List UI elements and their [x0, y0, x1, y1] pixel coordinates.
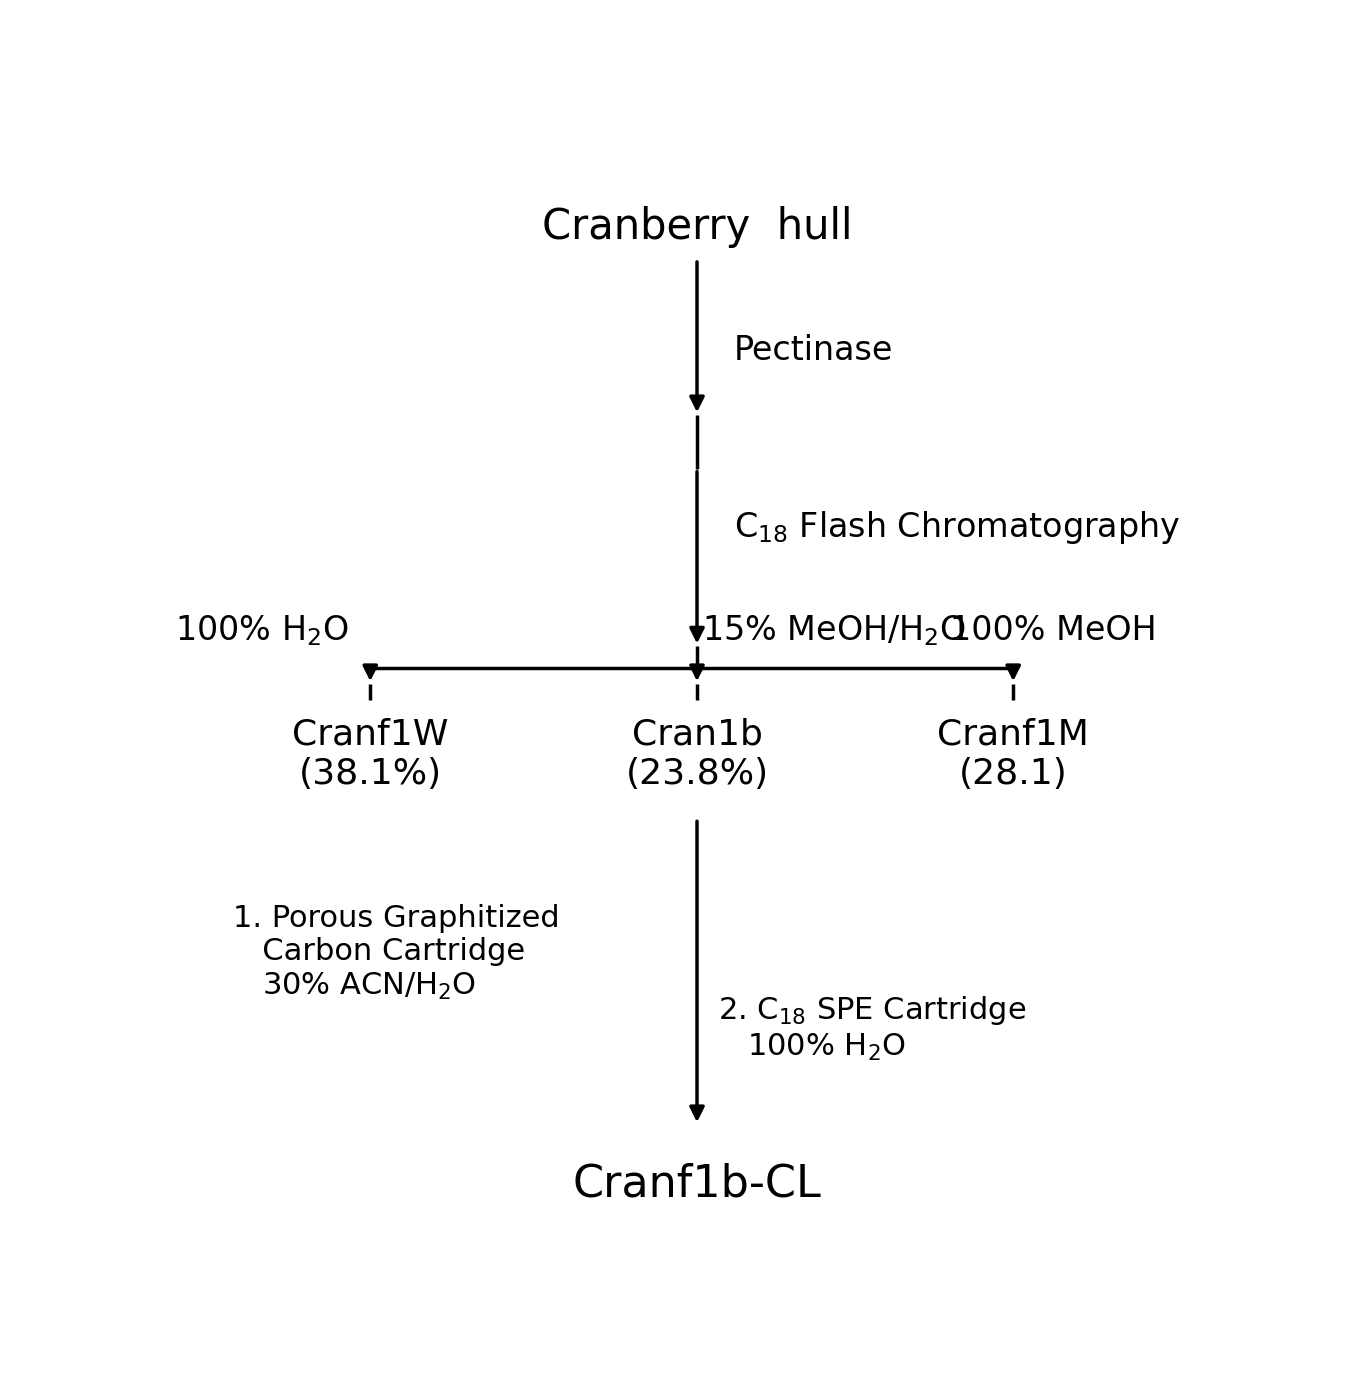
- Text: Cranf1M
(28.1): Cranf1M (28.1): [937, 717, 1089, 791]
- Text: Pectinase: Pectinase: [734, 334, 894, 367]
- Text: 1. Porous Graphitized
   Carbon Cartridge
   30% ACN/H$_2$O: 1. Porous Graphitized Carbon Cartridge 3…: [234, 904, 560, 1002]
- Text: C$_{18}$ Flash Chromatography: C$_{18}$ Flash Chromatography: [734, 510, 1180, 546]
- Text: Cranf1W
(38.1%): Cranf1W (38.1%): [292, 717, 449, 791]
- Text: Cranberry  hull: Cranberry hull: [541, 205, 853, 247]
- Text: Cran1b
(23.8%): Cran1b (23.8%): [626, 717, 768, 791]
- Text: 100% MeOH: 100% MeOH: [949, 613, 1156, 647]
- Text: 15% MeOH/H$_2$O: 15% MeOH/H$_2$O: [702, 613, 966, 648]
- Text: 100% H$_2$O: 100% H$_2$O: [175, 613, 350, 648]
- Text: Cranf1b-CL: Cranf1b-CL: [573, 1162, 821, 1206]
- Text: 2. C$_{18}$ SPE Cartridge
   100% H$_2$O: 2. C$_{18}$ SPE Cartridge 100% H$_2$O: [718, 993, 1027, 1063]
